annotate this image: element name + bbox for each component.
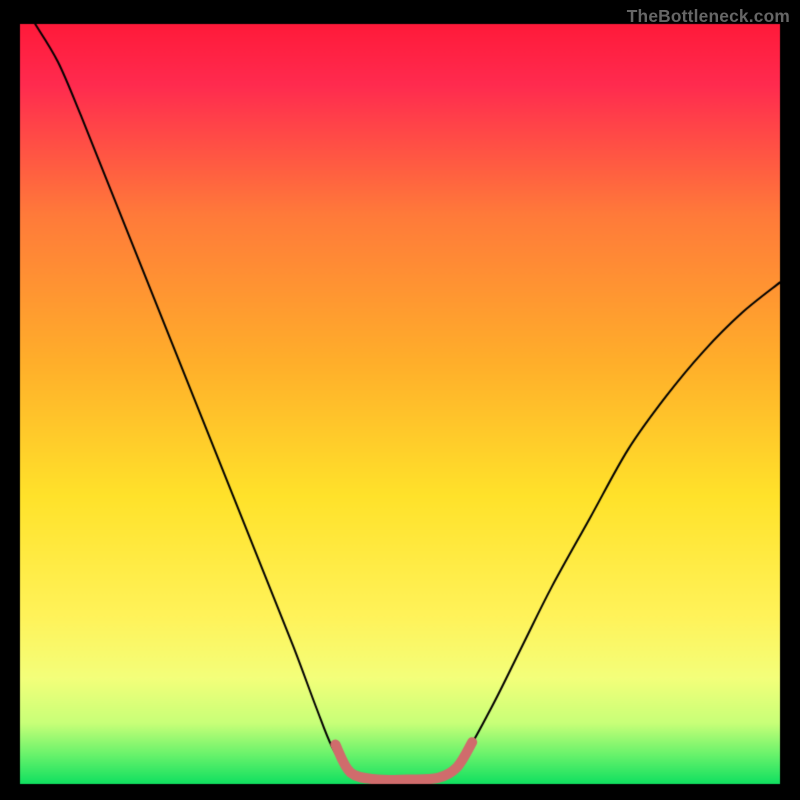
watermark-text: TheBottleneck.com [627,6,790,27]
chart-container: TheBottleneck.com [0,0,800,800]
bottleneck-chart-canvas [0,0,800,800]
